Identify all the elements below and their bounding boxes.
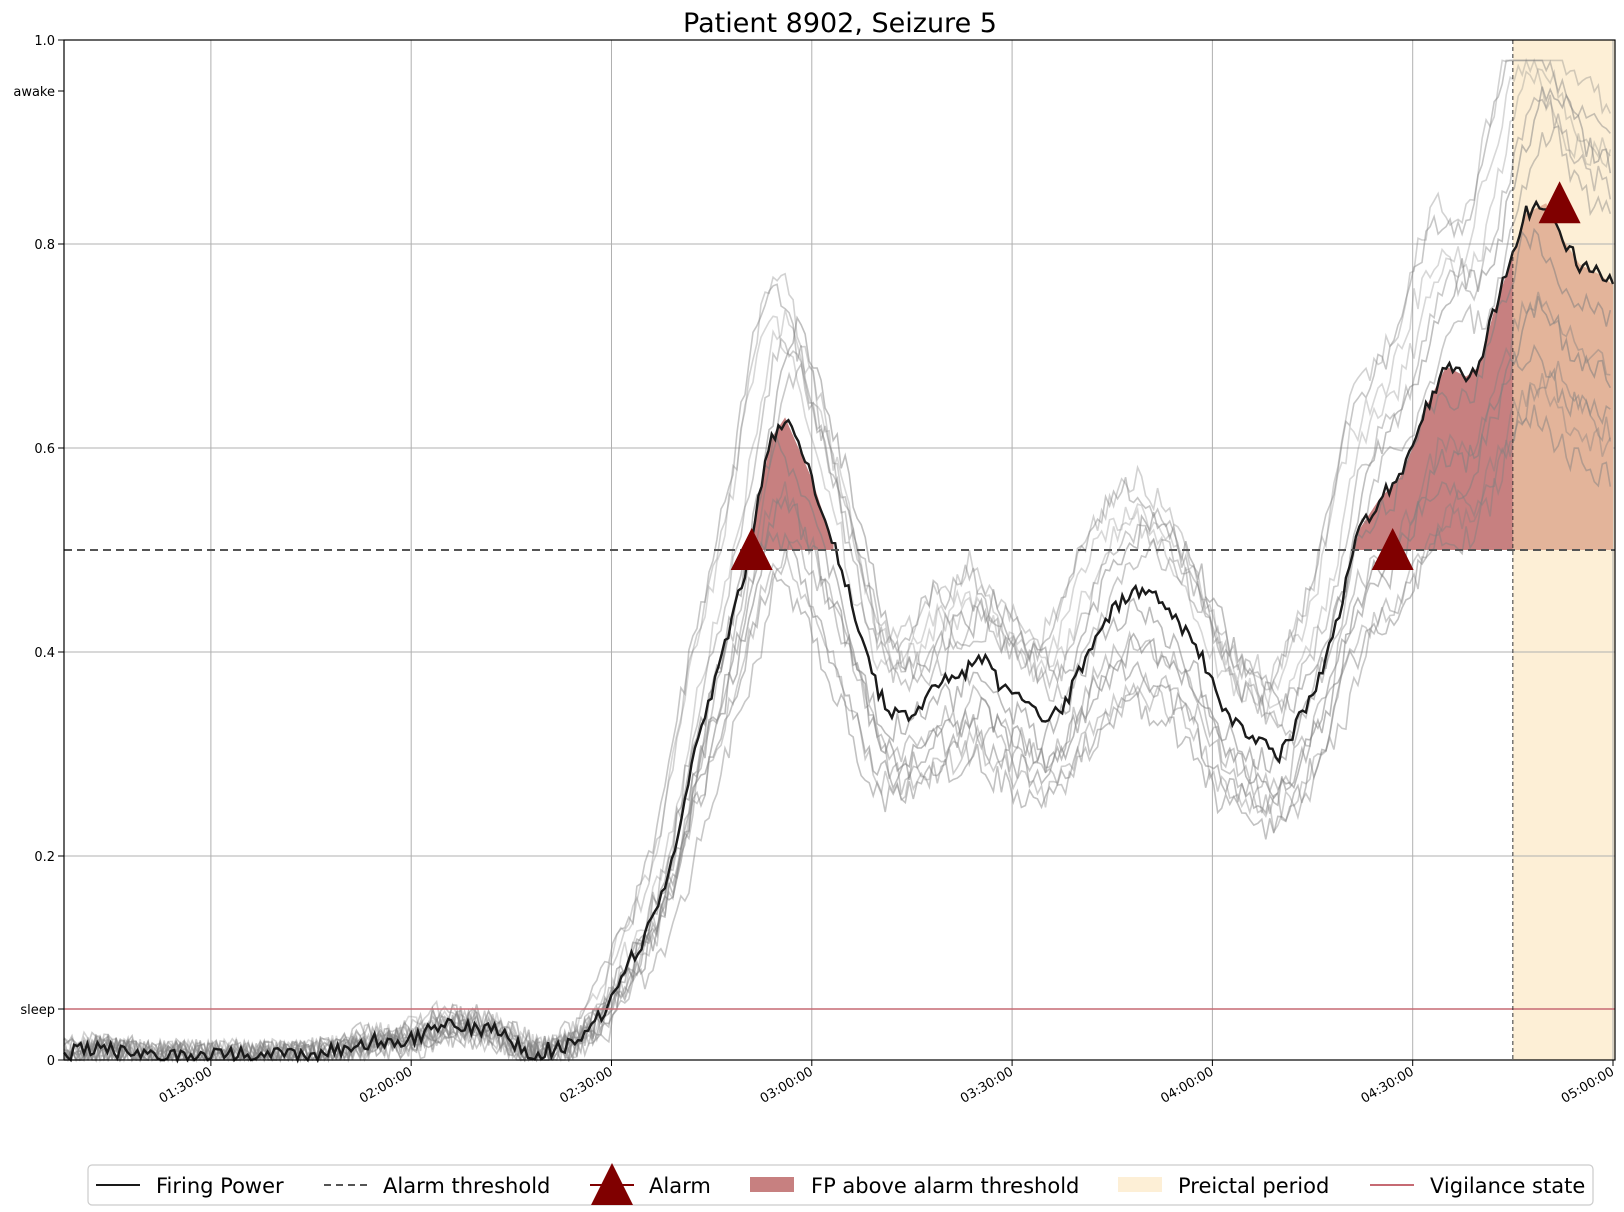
legend-label: Alarm — [649, 1174, 711, 1198]
legend-alarm-symbol — [591, 1163, 633, 1205]
plot-frame — [63, 39, 1616, 1061]
firing-power-line — [63, 199, 1615, 1064]
y-tick-label: 0.4 — [34, 646, 55, 661]
y-tick-label: 1.0 — [34, 34, 55, 49]
x-tick-label: 03:00:00 — [758, 1064, 816, 1106]
y-tick-label: 0.2 — [34, 850, 55, 865]
legend-label: Preictal period — [1178, 1174, 1329, 1198]
alarm-marker — [730, 528, 773, 570]
alarm-marker — [1538, 181, 1581, 224]
x-tick-label: 02:30:00 — [557, 1064, 615, 1106]
x-tick-label: 05:00:00 — [1559, 1064, 1617, 1106]
firing-power-run-line — [63, 86, 1612, 1063]
alarm-marker — [1371, 528, 1414, 570]
firing-power-run-line — [63, 125, 1612, 1064]
legend: Firing Power Alarm threshold Alarm FP above… — [87, 1163, 1594, 1206]
fp-above-threshold-preictal-fill — [1512, 203, 1613, 550]
y-tick-label: 0 — [47, 1054, 55, 1069]
legend-fp-fill-symbol — [750, 1177, 794, 1192]
x-tick-label: 04:30:00 — [1359, 1064, 1417, 1106]
y-tick-label: awake — [13, 85, 55, 100]
legend-label: FP above alarm threshold — [811, 1174, 1079, 1198]
legend-preictal-symbol — [1118, 1177, 1162, 1192]
legend-label: Vigilance state — [1430, 1174, 1585, 1198]
firing-power-run-line — [63, 404, 1612, 1063]
firing-power-run-line — [63, 343, 1611, 1064]
x-tick-label: 04:00:00 — [1158, 1064, 1216, 1106]
legend-label: Firing Power — [156, 1174, 284, 1198]
chart-title: Patient 8902, Seizure 5 — [683, 8, 997, 39]
firing-power-run-line — [63, 59, 1612, 1064]
firing-power-run-line — [63, 360, 1612, 1064]
y-tick-label: 0.6 — [34, 442, 55, 457]
x-tick-label: 03:30:00 — [958, 1064, 1016, 1106]
x-tick-label: 01:30:00 — [157, 1064, 215, 1106]
fp-above-threshold-fill — [750, 417, 834, 550]
plot-area: 0 sleep 0.2 0.4 0.6 0.8 awake 1.0 01:30:00 02:00:… — [13, 34, 1617, 1107]
y-tick-label: sleep — [20, 1003, 55, 1018]
firing-power-run-line — [63, 59, 1611, 1063]
legend-box — [87, 1164, 1594, 1206]
firing-power-run-line — [63, 296, 1612, 1064]
legend-label: Alarm threshold — [383, 1174, 550, 1198]
x-tick-label: 02:00:00 — [357, 1064, 415, 1106]
y-tick-label: 0.8 — [34, 238, 55, 253]
